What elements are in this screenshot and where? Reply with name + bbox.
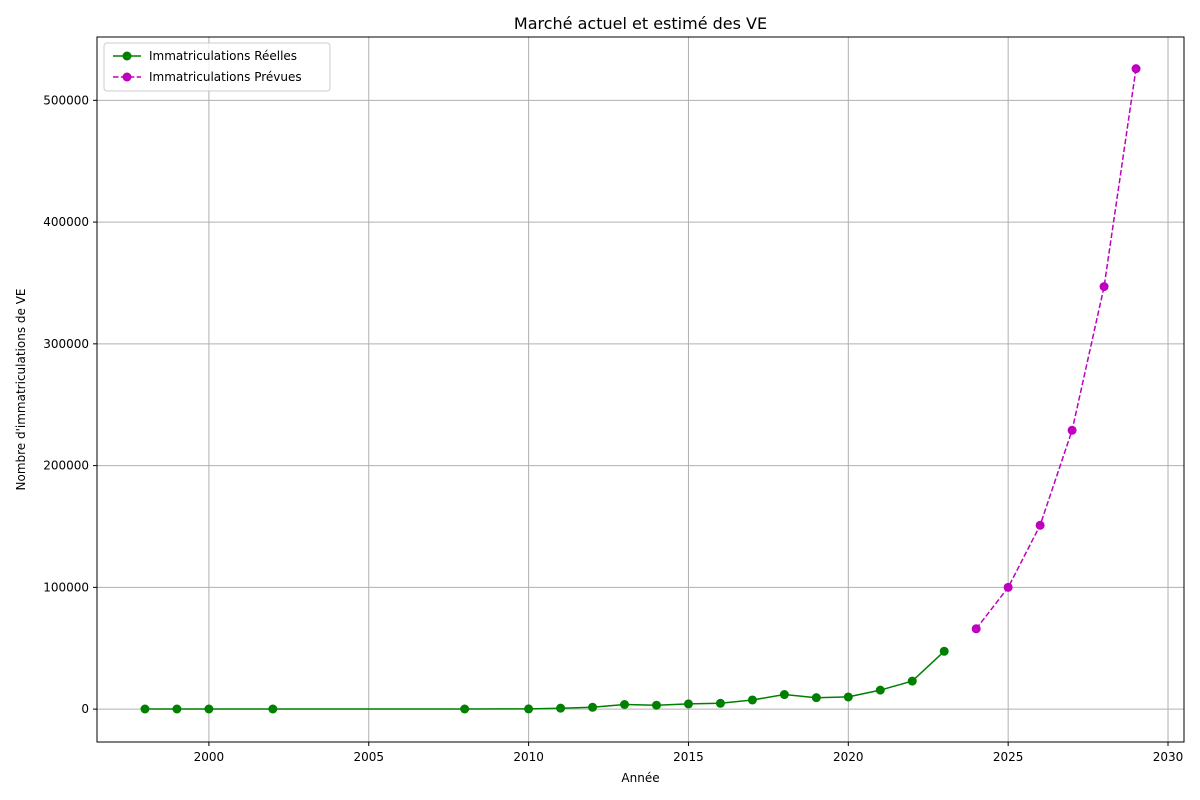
data-point — [140, 704, 150, 714]
data-point — [683, 699, 693, 709]
y-axis-label: Nombre d'immatriculations de VE — [14, 289, 28, 491]
data-point — [1035, 520, 1045, 530]
legend-marker — [122, 72, 132, 82]
data-point — [875, 685, 885, 695]
x-tick-label: 2000 — [194, 750, 225, 764]
data-point — [1131, 64, 1141, 74]
data-point — [1003, 582, 1013, 592]
data-point — [811, 693, 821, 703]
data-point — [460, 704, 470, 714]
legend-item: Immatriculations Réelles — [113, 49, 297, 63]
data-point — [907, 676, 917, 686]
plot-frame — [96, 36, 1185, 743]
data-point — [620, 699, 630, 709]
data-point — [971, 624, 981, 634]
legend: Immatriculations Réelles Immatriculations… — [103, 42, 331, 92]
y-tick-label: 0 — [81, 702, 89, 716]
x-axis-label: Année — [621, 771, 659, 785]
series-2 — [971, 64, 1141, 634]
grid — [97, 37, 1184, 742]
data-point — [939, 646, 949, 656]
y-tick-label: 100000 — [43, 580, 89, 594]
series-1 — [140, 646, 949, 714]
legend-label: Immatriculations Prévues — [149, 70, 302, 84]
data-point — [779, 690, 789, 700]
axes: 2000 2005 2010 2015 2020 2025 2030 0 100000 20000… — [43, 93, 1183, 764]
data-point — [651, 700, 661, 710]
data-point — [1099, 282, 1109, 292]
legend-box — [103, 42, 331, 92]
data-point — [172, 704, 182, 714]
x-tick-label: 2010 — [513, 750, 544, 764]
x-tick-label: 2020 — [833, 750, 864, 764]
x-tick-label: 2015 — [673, 750, 704, 764]
legend-marker — [122, 51, 132, 61]
series-layer — [140, 64, 1141, 714]
y-tick-label: 500000 — [43, 93, 89, 107]
chart-title: Marché actuel et estimé des VE — [514, 14, 767, 33]
data-point — [556, 703, 566, 713]
data-point — [747, 695, 757, 705]
x-tick-label: 2005 — [353, 750, 384, 764]
y-tick-label: 200000 — [43, 459, 89, 473]
data-point — [1067, 425, 1077, 435]
data-point — [715, 698, 725, 708]
series-line — [975, 68, 1137, 630]
x-tick-label: 2030 — [1153, 750, 1184, 764]
x-tick-label: 2025 — [993, 750, 1024, 764]
data-point — [268, 704, 278, 714]
legend-item: Immatriculations Prévues — [113, 70, 302, 84]
y-tick-label: 300000 — [43, 337, 89, 351]
legend-label: Immatriculations Réelles — [149, 49, 297, 63]
data-point — [204, 704, 214, 714]
y-tick-label: 400000 — [43, 215, 89, 229]
data-point — [524, 704, 534, 714]
data-point — [588, 702, 598, 712]
data-point — [843, 692, 853, 702]
